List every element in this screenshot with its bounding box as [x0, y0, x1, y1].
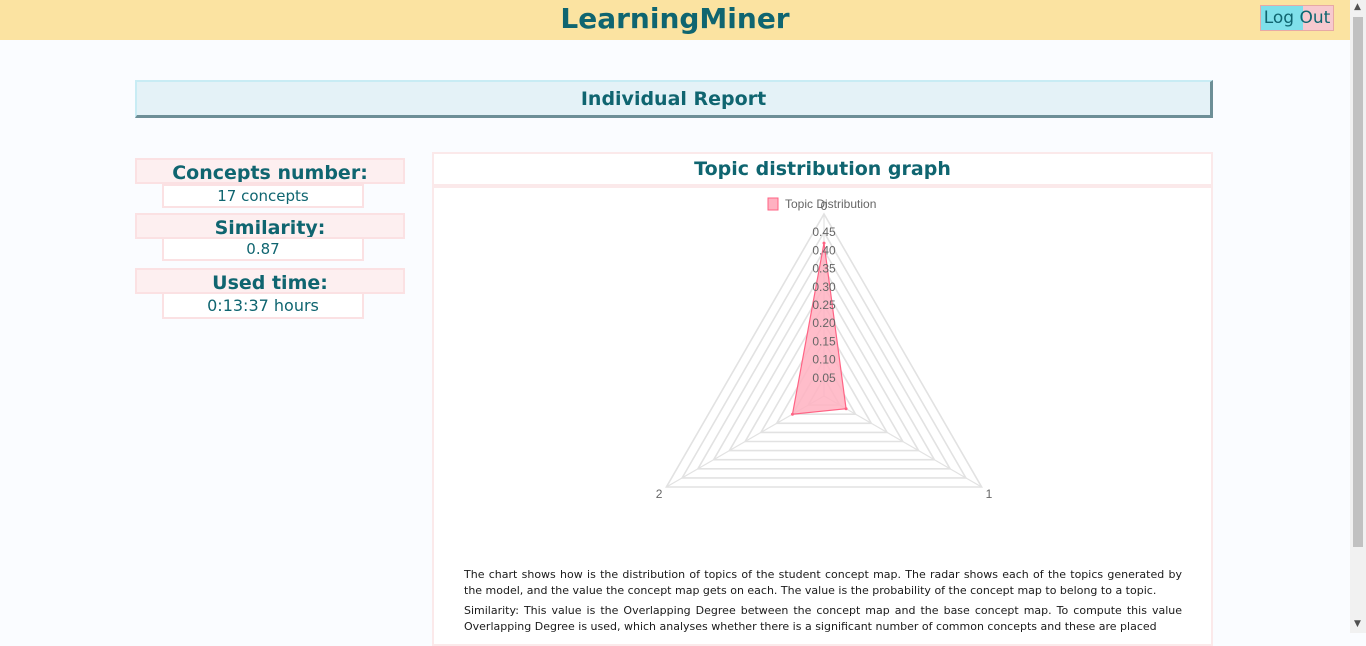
radar-tick-label: 0.25	[812, 298, 836, 312]
chart-container: 0.05 0.10 0.15 0.20 0.25 0.30 0.35 0.40 0.45 0 1 2 T…	[432, 186, 1213, 646]
radar-grid-ring	[680, 230, 968, 479]
report-banner: Individual Report	[135, 80, 1213, 118]
radar-grid-ring	[664, 212, 984, 488]
radar-axis-label: 1	[986, 487, 993, 501]
used-time-label: Used time:	[135, 268, 405, 294]
similarity-description: Similarity: This value is the Overlappin…	[464, 604, 1182, 633]
legend-swatch	[767, 197, 779, 211]
radar-chart: 0.05 0.10 0.15 0.20 0.25 0.30 0.35 0.40 0.45 0 1 2 T…	[656, 197, 993, 501]
radar-tick-label: 0.30	[812, 280, 836, 294]
scroll-down-arrow-icon[interactable]: ▼	[1354, 619, 1361, 629]
radar-tick-label: 0.05	[812, 371, 836, 385]
app-header: LearningMiner Log Out	[0, 0, 1350, 40]
legend-label: Topic Distribution	[785, 197, 876, 211]
radar-grid-ring	[712, 266, 936, 461]
page-title: Individual Report	[580, 88, 767, 110]
page-scrollbar[interactable]: ▲ ▼	[1350, 0, 1366, 633]
radar-data-point	[844, 407, 848, 411]
radar-data-point	[790, 412, 794, 416]
concepts-number-value: 17 concepts	[162, 184, 364, 208]
radar-tick-label: 0.20	[812, 316, 836, 330]
used-time-value: 0:13:37 hours	[162, 292, 364, 319]
radar-spoke	[823, 395, 982, 488]
scroll-thumb[interactable]	[1353, 17, 1363, 547]
radar-data-area	[791, 243, 847, 415]
radar-axis-label: 0	[821, 199, 828, 213]
radar-tick-label: 0.15	[812, 334, 836, 348]
radar-tick-label: 0.40	[812, 243, 836, 257]
radar-axis-label: 2	[656, 487, 663, 501]
chart-description: The chart shows how is the distribution …	[464, 568, 1182, 597]
topic-distribution-title: Topic distribution graph	[432, 152, 1213, 186]
similarity-value: 0.87	[162, 237, 364, 261]
radar-tick-label: 0.45	[812, 225, 836, 239]
app-title: LearningMiner	[560, 2, 790, 35]
concepts-number-label: Concepts number:	[135, 158, 405, 184]
radar-grid-ring	[696, 248, 952, 470]
radar-data-point	[822, 241, 826, 245]
radar-grid-ring	[743, 303, 905, 443]
scroll-up-arrow-icon[interactable]: ▲	[1354, 2, 1361, 12]
radar-grid-ring	[759, 321, 889, 434]
radar-grid-ring	[728, 285, 920, 452]
radar-tick-label: 0.35	[812, 262, 836, 276]
radar-tick-label: 0.10	[812, 353, 836, 367]
similarity-label: Similarity:	[135, 213, 405, 239]
logout-button[interactable]: Log Out	[1260, 5, 1334, 31]
